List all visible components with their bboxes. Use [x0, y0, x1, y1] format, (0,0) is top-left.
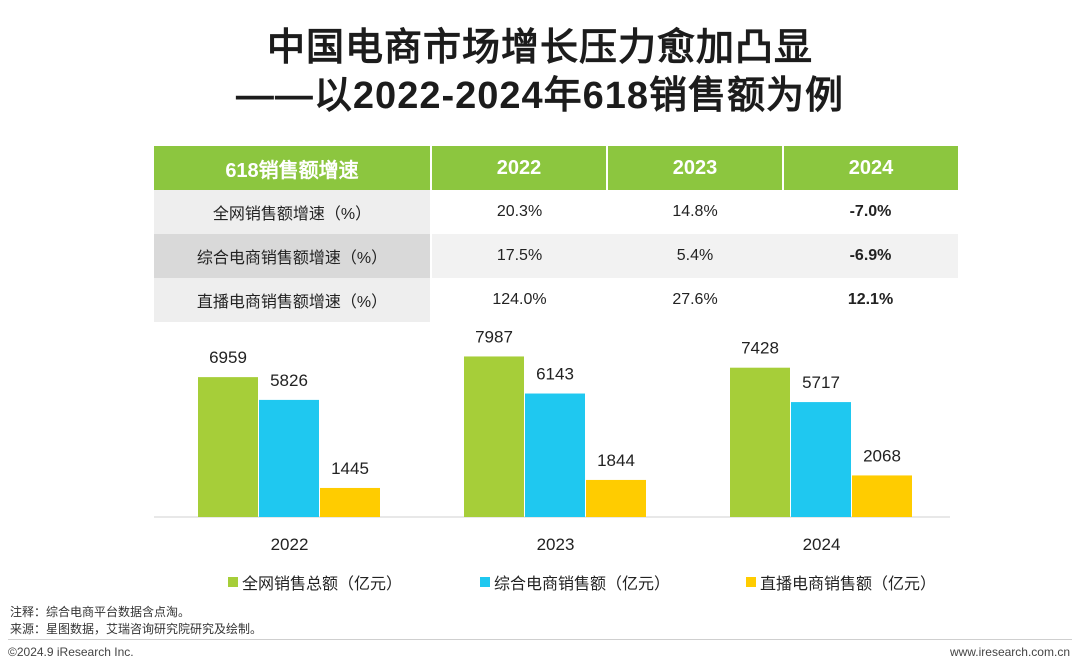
table-header-cell: 2022 — [431, 146, 608, 190]
table-row: 直播电商销售额增速（%） 124.0% 27.6% 12.1% — [154, 278, 958, 322]
bar-comprehensive — [525, 393, 585, 517]
table-cell: 12.1% — [783, 278, 958, 322]
data-label: 5717 — [802, 373, 840, 392]
row-label: 全网销售额增速（%） — [154, 190, 432, 234]
page-title: 中国电商市场增长压力愈加凸显 — [266, 27, 813, 69]
table-cell: 17.5% — [431, 234, 607, 278]
data-label: 6143 — [536, 365, 574, 384]
x-tick-label: 2024 — [803, 535, 841, 554]
legend-item-live: 直播电商销售额（亿元） — [746, 570, 936, 594]
bar-total — [730, 367, 790, 517]
data-label: 2068 — [863, 446, 901, 465]
bar-live — [320, 487, 380, 517]
table-cell: -6.9% — [783, 234, 958, 278]
table-cell: -7.0% — [783, 190, 958, 234]
table-cell: 5.4% — [607, 234, 783, 278]
data-label: 6959 — [209, 348, 247, 367]
page-subtitle: ——以2022-2024年618销售额为例 — [235, 75, 845, 117]
table-header-cell: 618销售额增速 — [154, 146, 432, 190]
table-row: 综合电商销售额增速（%） 17.5% 5.4% -6.9% — [154, 234, 958, 278]
data-label: 5826 — [270, 371, 308, 390]
table-cell: 14.8% — [607, 190, 783, 234]
row-label: 直播电商销售额增速（%） — [154, 278, 432, 322]
footer-divider — [8, 639, 1072, 640]
table-cell: 27.6% — [607, 278, 783, 322]
bar-live — [586, 479, 646, 517]
bar-live — [852, 475, 912, 517]
legend-label: 直播电商销售额（亿元） — [760, 576, 937, 593]
data-label: 1445 — [331, 459, 369, 478]
table-header-cell: 2023 — [607, 146, 784, 190]
legend-swatch — [228, 577, 238, 587]
data-label: 1844 — [597, 451, 635, 470]
bar-comprehensive — [791, 402, 851, 517]
row-label: 综合电商销售额增速（%） — [154, 234, 432, 278]
table-row: 全网销售额增速（%） 20.3% 14.8% -7.0% — [154, 190, 958, 234]
growth-table: 618销售额增速 2022 2023 2024 全网销售额增速（%） 20.3%… — [154, 146, 958, 322]
table-cell: 124.0% — [431, 278, 607, 322]
source-text: 来源：星图数据，艾瑞咨询研究院研究及绘制。 — [10, 622, 263, 636]
data-label: 7987 — [475, 327, 513, 346]
website: www.iresearch.com.cn — [949, 645, 1070, 659]
bar-total — [198, 377, 258, 517]
table-header-cell: 2024 — [783, 146, 958, 190]
table-cell: 20.3% — [431, 190, 607, 234]
legend-item-total: 全网销售总额（亿元） — [228, 570, 402, 594]
note-text: 注释：综合电商平台数据含点淘。 — [10, 605, 191, 619]
data-label: 7428 — [741, 339, 779, 358]
table-header-row: 618销售额增速 2022 2023 2024 — [154, 146, 958, 190]
bar-total — [464, 356, 524, 517]
copyright: ©2024.9 iResearch Inc. — [8, 645, 134, 659]
legend-item-comprehensive: 综合电商销售额（亿元） — [480, 570, 670, 594]
bar-comprehensive — [259, 399, 319, 517]
legend-swatch — [746, 577, 756, 587]
legend-label: 综合电商销售额（亿元） — [494, 576, 671, 593]
legend-swatch — [480, 577, 490, 587]
x-tick-label: 2023 — [537, 535, 575, 554]
x-tick-label: 2022 — [271, 535, 309, 554]
legend-label: 全网销售总额（亿元） — [242, 576, 403, 593]
